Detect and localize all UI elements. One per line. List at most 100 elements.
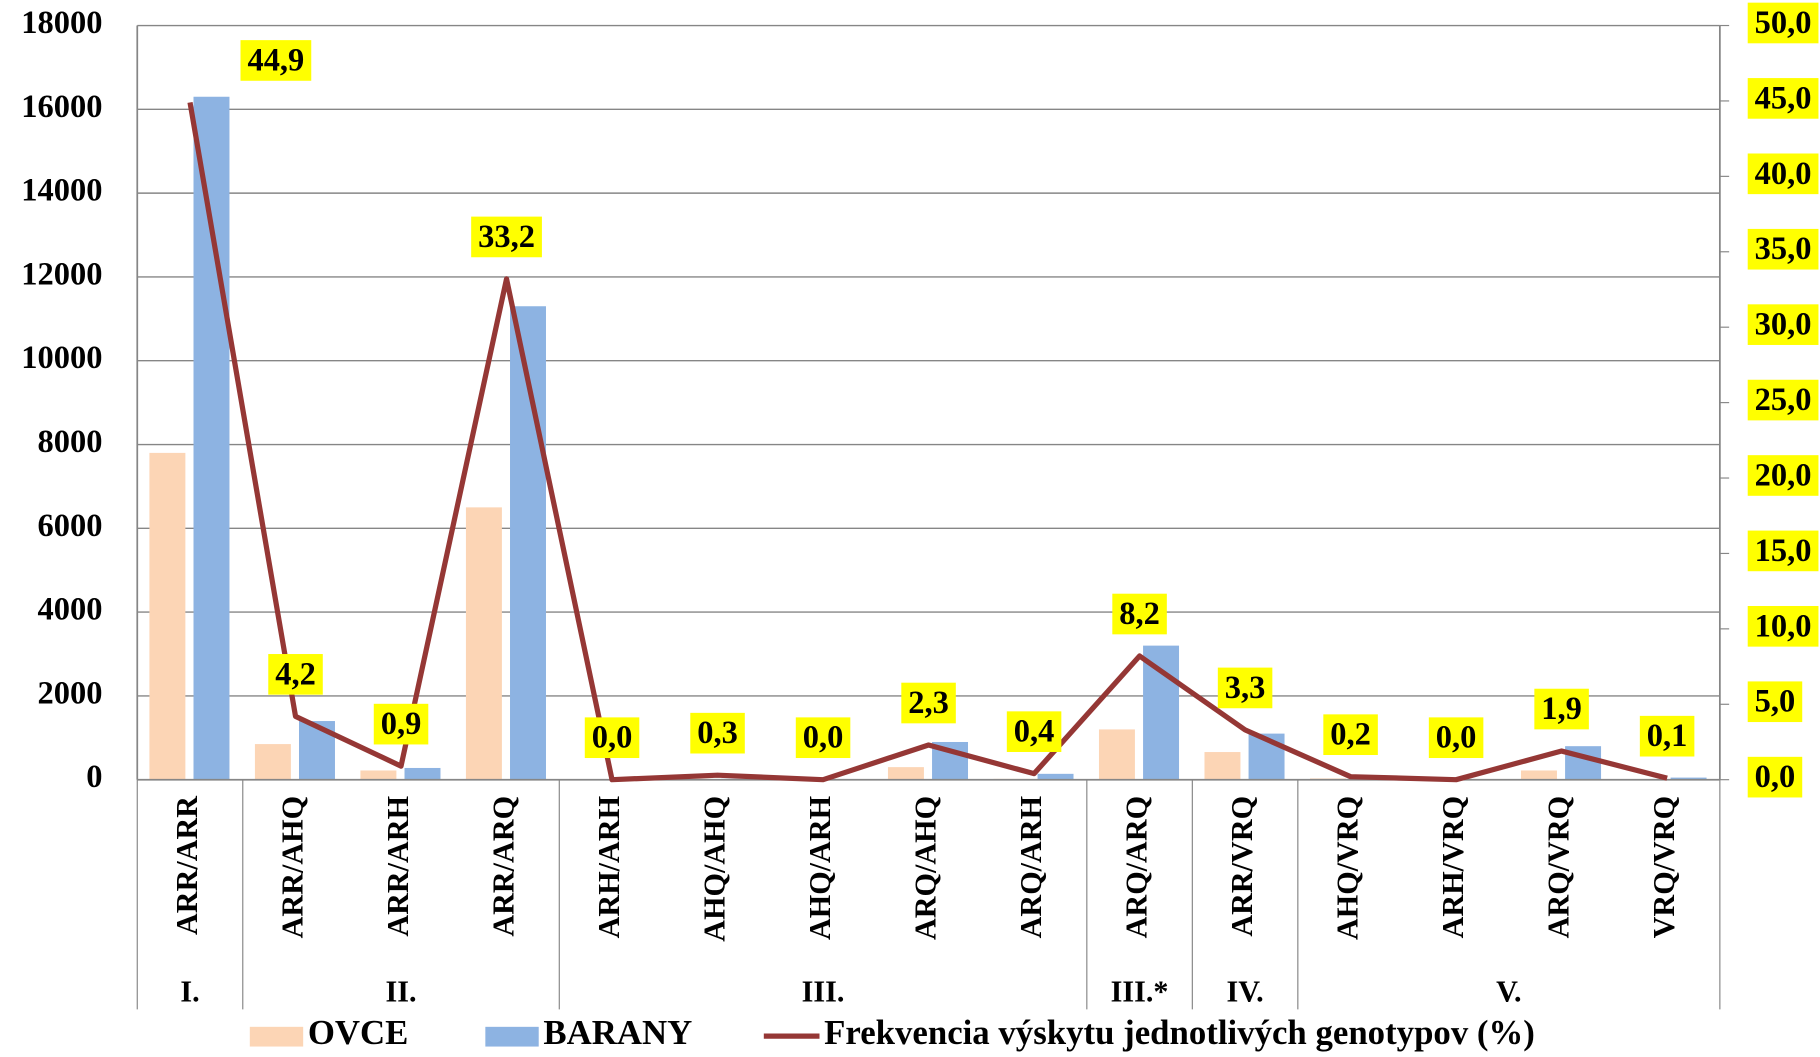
label-background	[795, 717, 851, 759]
label-background	[1747, 605, 1819, 647]
label-background	[1747, 756, 1803, 798]
bar	[149, 452, 186, 780]
label-background	[1112, 593, 1167, 635]
label-background	[240, 40, 312, 81]
value-label: 0,0	[1755, 759, 1796, 795]
value-label: 0,3	[697, 715, 738, 751]
group-label: III.*	[1111, 974, 1169, 1008]
value-label: 35,0	[1755, 231, 1812, 267]
label-background	[901, 682, 956, 724]
value-label: 0,9	[381, 706, 422, 742]
bar	[1098, 729, 1135, 780]
y-tick-label: 4000	[38, 592, 103, 628]
value-label: 0,2	[1330, 717, 1371, 753]
bar	[1520, 770, 1557, 780]
label-background	[1747, 379, 1819, 421]
x-tick-label: VRQ/VRQ	[1647, 796, 1681, 938]
label-background	[584, 717, 640, 759]
label-background	[373, 703, 429, 745]
x-tick-label: AHQ/AHQ	[697, 796, 731, 942]
label-background	[1747, 530, 1819, 572]
value-label: 4,2	[275, 656, 316, 692]
group-label: V.	[1496, 974, 1521, 1008]
label-background	[1323, 714, 1378, 756]
value-label: 0,0	[803, 720, 844, 756]
y-tick-label: 18000	[21, 5, 102, 41]
value-label: 0,1	[1647, 718, 1688, 754]
value-label: 5,0	[1755, 684, 1796, 720]
value-label: 40,0	[1755, 156, 1812, 192]
value-label: 20,0	[1755, 457, 1812, 493]
line	[187, 102, 1668, 783]
y-tick-label: 6000	[38, 508, 103, 544]
bar	[887, 767, 924, 780]
y-tick-label: 16000	[21, 89, 102, 125]
y-tick-label: 8000	[38, 424, 103, 460]
bar	[254, 744, 291, 780]
y-tick-label: 14000	[21, 173, 102, 209]
legend-swatch	[249, 1026, 304, 1047]
bar	[1670, 777, 1707, 780]
label-background	[1747, 455, 1819, 496]
value-label: 0,0	[1436, 720, 1477, 756]
bar	[1037, 773, 1074, 780]
x-tick-label: ARR/ARQ	[486, 796, 520, 937]
value-label: 8,2	[1119, 596, 1160, 632]
value-label: 15,0	[1755, 533, 1812, 569]
value-label: 25,0	[1755, 382, 1812, 418]
value-label: 45,0	[1755, 80, 1812, 116]
x-tick-label: ARR/ARR	[170, 795, 204, 935]
label-background	[1747, 153, 1819, 195]
value-label: 0,0	[592, 720, 633, 756]
label-background	[690, 712, 745, 754]
bar	[465, 507, 502, 780]
legend-label: OVCE	[308, 1013, 409, 1052]
label-background	[1747, 681, 1803, 723]
x-tick-label: ARH/VRQ	[1436, 796, 1470, 938]
x-tick-label: ARQ/VRQ	[1542, 796, 1576, 938]
value-label: 30,0	[1755, 307, 1812, 343]
x-tick-label: ARR/AHQ	[275, 796, 309, 938]
value-label: 2,3	[908, 685, 949, 721]
bar	[404, 767, 441, 780]
label-background	[1747, 2, 1819, 44]
x-tick-label: ARQ/ARQ	[1119, 796, 1153, 938]
value-label: 44,9	[247, 42, 304, 78]
value-label: 10,0	[1755, 608, 1812, 644]
legend-label: Frekvencia výskytu jednotlivých genotypo…	[824, 1013, 1535, 1052]
bar	[1143, 645, 1180, 780]
label-background	[1639, 715, 1695, 757]
y-tick-label: 2000	[38, 675, 103, 711]
x-tick-label: ARR/VRQ	[1225, 796, 1259, 937]
label-background	[1217, 667, 1273, 709]
x-tick-label: ARH/ARH	[592, 796, 626, 938]
label-background	[1534, 688, 1589, 730]
label-background	[1006, 711, 1062, 752]
group-label: I.	[180, 974, 199, 1008]
label-background	[1428, 717, 1484, 759]
group-label: IV.	[1226, 974, 1263, 1008]
y-tick-label: 12000	[21, 256, 102, 292]
legend-label: BARANY	[543, 1013, 692, 1052]
value-label: 50,0	[1755, 5, 1812, 41]
label-background	[1747, 228, 1819, 270]
x-tick-label: ARQ/ARH	[1014, 796, 1048, 938]
x-tick-label: ARQ/AHQ	[908, 796, 942, 940]
x-tick-label: ARR/ARH	[381, 796, 415, 937]
group-label: III.	[802, 974, 845, 1008]
group-label: II.	[386, 974, 417, 1008]
x-tick-label: AHQ/ARH	[803, 796, 837, 940]
bar	[360, 770, 397, 780]
bar	[193, 96, 230, 780]
label-background	[268, 654, 323, 695]
x-tick-label: AHQ/VRQ	[1331, 796, 1365, 940]
value-label: 3,3	[1225, 670, 1266, 706]
label-background	[471, 216, 542, 258]
label-background	[1747, 78, 1819, 119]
y-tick-label: 0	[86, 759, 102, 795]
value-label: 0,4	[1014, 714, 1055, 750]
label-background	[1747, 304, 1819, 345]
legend-swatch	[485, 1026, 539, 1047]
bar	[1204, 752, 1241, 780]
